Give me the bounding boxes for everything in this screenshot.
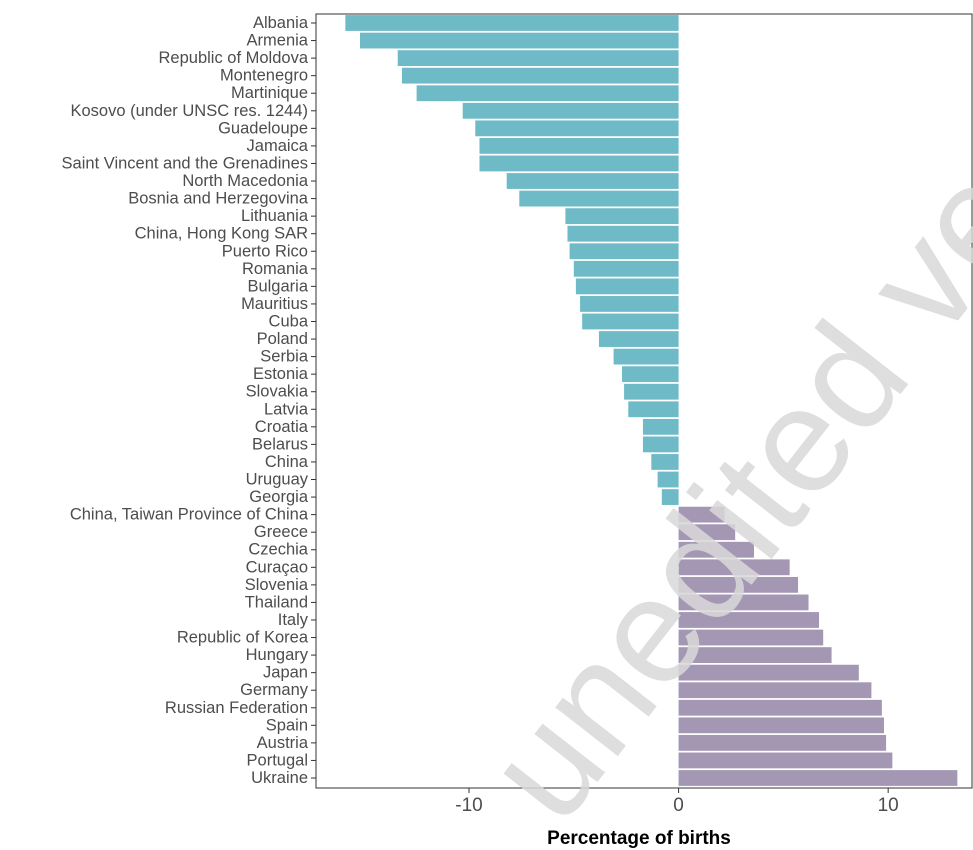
category-label: Latvia <box>264 400 309 418</box>
category-label: Uruguay <box>246 471 309 489</box>
category-label: Curaçao <box>246 558 308 576</box>
x-axis-title: Percentage of births <box>547 828 731 849</box>
category-label: Saint Vincent and the Grenadines <box>62 154 308 172</box>
bar <box>569 243 679 260</box>
category-label: China <box>265 453 309 471</box>
bar <box>678 647 832 663</box>
bar <box>462 102 679 119</box>
bar <box>628 401 679 418</box>
bar <box>519 190 679 207</box>
category-label: Italy <box>278 611 309 629</box>
bar <box>479 138 679 154</box>
category-label: Puerto Rico <box>222 242 308 260</box>
x-tick-label: 0 <box>673 795 684 816</box>
category-label: Slovenia <box>245 576 309 594</box>
category-label: Armenia <box>247 32 309 50</box>
category-label: Romania <box>242 260 309 278</box>
category-label: Bulgaria <box>247 277 308 295</box>
bar <box>678 770 958 786</box>
category-label: Republic of Moldova <box>159 49 309 67</box>
x-tick-label: 10 <box>878 795 899 816</box>
bar <box>678 576 799 593</box>
bar <box>613 348 679 365</box>
category-label: Slovakia <box>246 383 309 401</box>
bar <box>479 155 679 172</box>
category-label: Ukraine <box>251 769 308 787</box>
category-label: Serbia <box>260 348 309 366</box>
category-label: Albania <box>253 14 309 32</box>
x-tick-label: -10 <box>455 795 482 816</box>
bar <box>678 717 884 734</box>
category-label: Montenegro <box>220 67 308 85</box>
bar <box>401 67 679 84</box>
bar <box>678 699 882 716</box>
bar <box>678 664 859 681</box>
category-label: North Macedonia <box>182 172 308 190</box>
bar <box>678 541 755 558</box>
category-label: Bosnia and Herzegovina <box>128 190 309 208</box>
category-label: Georgia <box>249 488 309 506</box>
category-label: Croatia <box>255 418 309 436</box>
bar <box>678 734 887 751</box>
bar <box>565 208 679 225</box>
bar <box>567 225 679 242</box>
category-label: Russian Federation <box>165 699 308 717</box>
bar <box>397 50 679 67</box>
bars-group <box>345 15 958 786</box>
bar <box>678 629 824 646</box>
bar <box>651 454 679 470</box>
bar <box>345 15 679 31</box>
bar <box>678 594 809 611</box>
bar <box>661 489 679 505</box>
category-label: Czechia <box>248 541 308 559</box>
category-label: Republic of Korea <box>177 629 309 647</box>
bar <box>678 559 790 576</box>
category-label: China, Hong Kong SAR <box>135 225 308 243</box>
bar <box>360 32 679 49</box>
category-label: Estonia <box>253 365 309 383</box>
bar <box>642 436 679 453</box>
bar <box>598 331 679 347</box>
category-label: Guadeloupe <box>218 119 308 137</box>
bar <box>475 120 679 137</box>
category-label: Spain <box>266 716 308 734</box>
category-label: Mauritius <box>241 295 308 313</box>
category-label: Germany <box>240 681 309 699</box>
category-label: Jamaica <box>247 137 309 155</box>
bar <box>506 173 679 189</box>
category-label: Japan <box>263 664 308 682</box>
bar <box>621 366 679 383</box>
bar <box>642 418 679 435</box>
category-label: Belarus <box>252 435 308 453</box>
bar <box>657 471 679 488</box>
bar <box>575 278 679 295</box>
bar <box>678 752 893 769</box>
category-label: Hungary <box>246 646 309 664</box>
bar <box>580 296 679 312</box>
category-label: Kosovo (under UNSC res. 1244) <box>70 102 308 120</box>
bar <box>573 260 679 277</box>
category-label: Cuba <box>269 312 309 330</box>
category-label: Austria <box>257 734 309 752</box>
x-axis: -10 0 10 <box>455 788 899 816</box>
bar <box>624 383 679 400</box>
category-label: Martinique <box>231 84 308 102</box>
plot-panel-border <box>315 13 973 789</box>
category-label: Lithuania <box>241 207 309 225</box>
bar <box>678 612 820 628</box>
category-label: Thailand <box>245 593 308 611</box>
bar <box>678 524 736 541</box>
bar <box>678 682 872 699</box>
bar <box>678 506 725 523</box>
bar <box>582 313 679 330</box>
category-label: China, Taiwan Province of China <box>70 506 309 524</box>
category-label: Greece <box>254 523 308 541</box>
bar <box>416 85 679 102</box>
category-label: Poland <box>257 330 308 348</box>
category-label: Portugal <box>247 751 308 769</box>
